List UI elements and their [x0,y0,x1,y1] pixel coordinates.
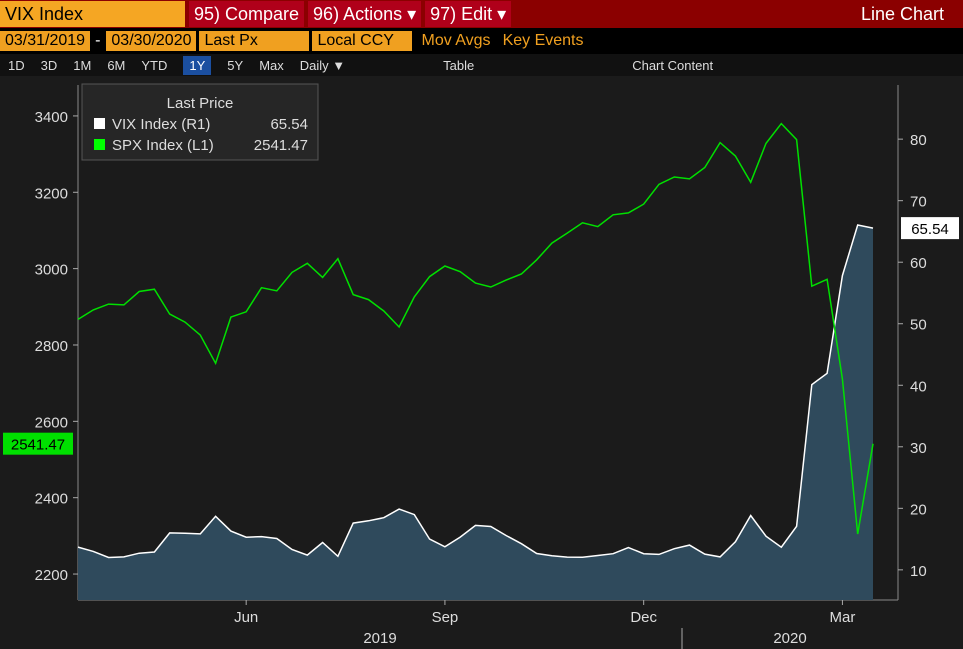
range-button[interactable]: 5Y [227,57,244,73]
series-line [77,224,874,559]
settings-bar: 03/31/2019 - 03/30/2020 Last Px Local CC… [0,30,963,52]
y-tick-label: 3200 [35,185,68,202]
last-value-box [901,217,959,240]
ticker-field[interactable]: VIX Index [0,1,185,27]
range-button[interactable]: 6M [107,57,126,73]
y2-tick-label: 30 [910,440,927,457]
legend-label: VIX Index (R1) [112,116,210,133]
frequency[interactable]: Daily ▼ [299,57,346,73]
y2-tick-label: 20 [910,501,927,518]
actions-button[interactable]: 96) Actions ▾ [308,1,422,27]
y-tick-label: 2800 [35,338,68,355]
edit-button[interactable]: 97) Edit ▾ [425,1,512,27]
legend-value: 2541.47 [254,137,308,154]
y2-tick-label: 50 [910,317,927,334]
y-tick-label: 3400 [35,109,68,126]
legend-value: 65.54 [270,116,308,133]
range-button[interactable]: 3D [40,57,58,73]
y2-tick-label: 80 [910,132,927,149]
series-area [78,225,873,600]
y-tick-label: 2400 [35,491,68,508]
range-button[interactable]: 1Y [183,55,212,75]
last-value-label: 2541.47 [11,437,65,454]
range-button[interactable]: YTD [141,57,168,73]
legend-label: SPX Index (L1) [112,137,214,154]
x-group-label: 2019 [363,630,396,647]
title-bar: VIX Index 95) Compare 96) Actions ▾ 97) … [0,0,963,28]
y2-tick-label: 70 [910,194,927,211]
range-bar: 1D 3D 1M 6M YTD 1Y 5Y Max Daily ▼ Table … [0,54,963,76]
function-name: Line Chart [860,3,944,24]
date-separator: - [95,32,101,49]
start-date[interactable]: 03/31/2019 [0,31,91,51]
legend-box [81,83,319,161]
y-tick-label: 2600 [35,414,68,431]
y2-tick-label: 60 [910,255,927,272]
y-tick-label: 3000 [35,262,68,279]
mov-avgs[interactable]: Mov Avgs [421,32,491,49]
key-events[interactable]: Key Events [502,32,584,49]
series-line [77,122,874,535]
range-button[interactable]: Max [259,57,284,73]
x-group-label: 2020 [773,630,806,647]
chart-content[interactable]: Chart Content [632,57,714,73]
legend-title: Last Price [167,95,234,112]
x-tick-label: Sep [432,609,459,626]
range-button[interactable]: 1D [8,57,25,73]
end-date[interactable]: 03/30/2020 [106,31,197,51]
last-value-box [3,432,73,455]
legend-swatch [94,118,105,129]
chart: 2200 2400 2600 2800 3000 3200 3400 10 20 30 40 50 60… [0,76,963,649]
legend-swatch [94,139,105,150]
y-tick-label: 2200 [35,567,68,584]
compare-button[interactable]: 95) Compare [189,1,305,27]
price-field[interactable]: Last Px [199,31,310,51]
range-button[interactable]: 1M [73,57,92,73]
table-button[interactable]: Table [443,57,475,73]
currency-field[interactable]: Local CCY [312,31,413,51]
x-tick-label: Jun [234,609,258,626]
x-tick-label: Mar [830,609,856,626]
y2-tick-label: 10 [910,563,927,580]
y2-tick-label: 40 [910,378,927,395]
last-value-label: 65.54 [911,221,949,238]
x-tick-label: Dec [630,609,657,626]
